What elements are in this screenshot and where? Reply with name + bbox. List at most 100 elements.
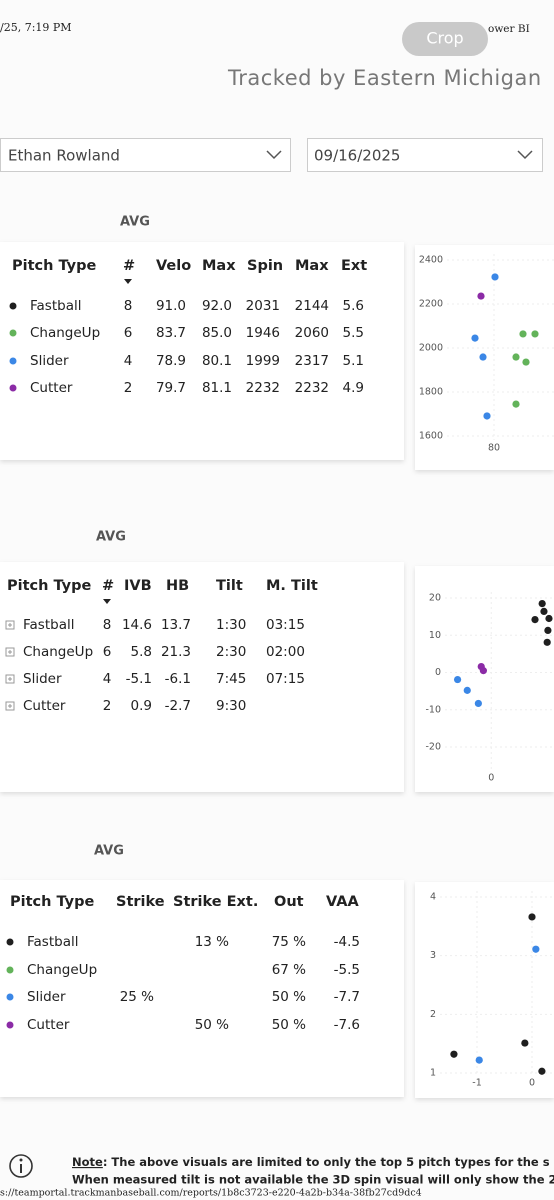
crop-button[interactable] <box>402 22 488 56</box>
table-card <box>0 880 404 1097</box>
x-tick-label: 0 <box>529 1078 535 1089</box>
column-header: IVB <box>124 578 152 594</box>
table-card <box>0 242 404 460</box>
column-header: Strike <box>116 894 165 910</box>
table-cell: 50 % <box>272 1017 306 1033</box>
table-cell: 91.0 <box>156 298 186 314</box>
table-cell: 50 % <box>195 1017 229 1033</box>
table-cell: 6 <box>103 644 112 660</box>
table-cell: 4 <box>124 353 133 369</box>
table-cell: 0.9 <box>131 698 152 714</box>
pitch-name: ChangeUp <box>23 644 93 660</box>
column-header: Max <box>295 258 329 274</box>
date-value[interactable]: 09/16/2025 <box>314 147 400 165</box>
y-tick-label: 2200 <box>419 299 443 310</box>
table-card <box>0 562 404 792</box>
column-header: HB <box>166 578 189 594</box>
y-tick-label: 2 <box>430 1009 436 1020</box>
y-tick-label: -10 <box>425 704 441 715</box>
pitch-dot <box>6 1021 14 1029</box>
table-cell: 1999 <box>246 353 280 369</box>
pitch-name: Fastball <box>30 298 81 314</box>
dropdown-chevron[interactable] <box>517 150 533 160</box>
y-tick-label: 20 <box>429 593 441 604</box>
scatter-point <box>475 1056 483 1064</box>
scatter-point <box>453 675 462 684</box>
column-header: Spin <box>247 258 283 274</box>
column-header: Pitch Type <box>7 578 91 594</box>
pitch-name: Slider <box>27 989 66 1005</box>
pitch-name: Cutter <box>23 698 66 714</box>
pitch-dot <box>6 966 14 974</box>
column-header: Velo <box>156 258 191 274</box>
pitch-dot <box>9 329 17 337</box>
report-title: Tracked by Eastern Michigan <box>227 66 542 90</box>
expand-icon <box>5 620 15 630</box>
scatter-plot: 1600 1800 2000 2200 2400 80 <box>419 254 554 454</box>
table-cell: 5.6 <box>343 298 364 314</box>
column-header: # <box>123 258 135 274</box>
y-tick-label: 0 <box>435 667 441 678</box>
table-cell: 78.9 <box>156 353 186 369</box>
table-cell: -5.5 <box>334 962 360 978</box>
table-cell: 5.8 <box>131 644 152 660</box>
table-cell: 92.0 <box>202 298 232 314</box>
date-dropdown[interactable] <box>307 138 543 172</box>
scatter-point <box>540 607 548 616</box>
table-cell: 81.1 <box>202 380 232 396</box>
column-header: Strike Ext. <box>173 894 258 910</box>
pitch-name: Cutter <box>30 380 73 396</box>
pitch-dot <box>6 993 14 1001</box>
table-cell: 8 <box>124 298 133 314</box>
table-label: AVG <box>96 530 126 545</box>
pitch-name: Slider <box>23 671 62 687</box>
column-header: VAA <box>326 894 359 910</box>
scatter-point <box>521 1039 529 1047</box>
scatter-point <box>474 699 482 708</box>
scatter-point <box>479 353 487 361</box>
table-label: AVG <box>120 215 150 230</box>
scatter-point <box>532 945 540 953</box>
pitch-dot <box>6 938 14 946</box>
table-cell: 4 <box>103 671 112 687</box>
table-cell: -4.5 <box>334 934 360 950</box>
table-cell: 2144 <box>295 298 329 314</box>
table-cell: 83.7 <box>156 325 186 341</box>
sort-arrow <box>103 599 111 604</box>
player-value[interactable]: Ethan Rowland <box>8 147 120 165</box>
dropdown-chevron[interactable] <box>266 150 282 160</box>
column-header: Pitch Type <box>10 894 94 910</box>
table-label: AVG <box>94 844 124 859</box>
y-tick-label: 10 <box>429 630 441 641</box>
scatter-point <box>545 614 553 623</box>
player-dropdown[interactable] <box>0 138 291 172</box>
table-cell: 6 <box>124 325 133 341</box>
table-cell: -5.1 <box>126 671 152 687</box>
table-cell: 2317 <box>295 353 329 369</box>
table-cell: 5.1 <box>343 353 364 369</box>
scatter-point <box>491 273 499 281</box>
y-tick-label: -20 <box>425 742 441 753</box>
pitch-name: Cutter <box>27 1017 70 1033</box>
timestamp: /25, 7:19 PM <box>0 21 72 34</box>
table-cell: 80.1 <box>202 353 232 369</box>
crop-label[interactable]: Crop <box>426 29 463 48</box>
visuals: AVG Pitch Type # Velo Max Spin Max Ext Fastball 8… <box>0 215 554 1098</box>
table-cell: 1946 <box>246 325 280 341</box>
table-cell: 2 <box>124 380 133 396</box>
scatter-point <box>450 1050 458 1058</box>
expand-icon <box>5 701 15 711</box>
column-header: Tilt <box>216 578 243 594</box>
column-header: Out <box>274 894 304 910</box>
table-cell: -6.1 <box>165 671 191 687</box>
expand-icon <box>5 647 15 657</box>
y-tick-label: 1600 <box>419 431 443 442</box>
table-cell: 03:15 <box>266 617 305 633</box>
note-line-2: When measured tilt is not available the … <box>72 1173 554 1187</box>
expand-icon <box>8 623 12 627</box>
table-cell: 79.7 <box>156 380 186 396</box>
expand-icon <box>8 704 12 708</box>
scatter-point <box>479 667 487 675</box>
y-tick-label: 1 <box>430 1068 436 1079</box>
table-cell: 2:30 <box>216 644 246 660</box>
